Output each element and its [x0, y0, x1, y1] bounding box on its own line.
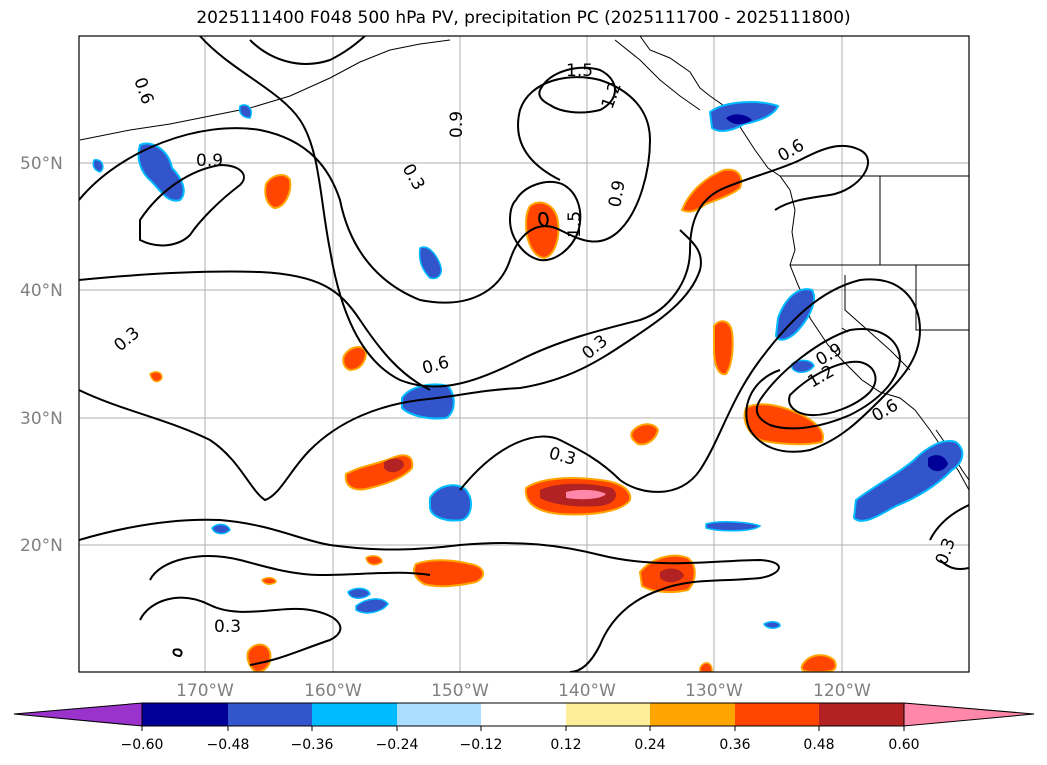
colorbar-extend-low [13, 702, 143, 727]
contour-label: 0.3 [214, 617, 241, 637]
lon-label: 130°W [685, 681, 743, 701]
colorbar-tick-label: −0.24 [376, 737, 419, 753]
colorbar-swatch [228, 703, 312, 726]
colorbar-tick-label: −0.48 [207, 737, 250, 753]
colorbar-swatch [566, 703, 650, 726]
lat-label: 50°N [20, 154, 63, 174]
contour-label: 1.5 [566, 61, 593, 81]
colorbar-tick-label: −0.36 [291, 737, 334, 753]
map-area [79, 36, 969, 672]
colorbar-tick-label: 0.36 [719, 737, 750, 753]
chart-title: 2025111400 F048 500 hPa PV, precipitatio… [196, 8, 851, 28]
contour-label: 0.9 [605, 179, 629, 209]
colorbar-tick-label: −0.12 [460, 737, 503, 753]
colorbar-swatch [397, 703, 481, 726]
contour-label: 0.9 [196, 151, 223, 171]
colorbar-tick-label: 0.24 [634, 737, 665, 753]
colorbar-tick-label: −0.60 [121, 737, 164, 753]
colorbar-swatch [142, 703, 228, 726]
lon-label: 150°W [431, 681, 489, 701]
colorbar: −0.60 −0.48 −0.36 −0.24 −0.12 0.12 0.24 … [13, 702, 1035, 753]
pv-contours [79, 36, 969, 672]
lon-label: 120°W [813, 681, 871, 701]
colorbar-swatch [312, 703, 397, 726]
colorbar-swatch [819, 703, 904, 726]
graticule [79, 36, 969, 672]
colorbar-frame [141, 702, 905, 727]
lat-labels: 50°N 40°N 30°N 20°N [20, 154, 63, 556]
lon-label: 160°W [304, 681, 362, 701]
colorbar-extend-high [903, 702, 1035, 727]
contour-label: 0.9 [447, 111, 467, 138]
lat-label: 20°N [20, 536, 63, 556]
lon-label: 170°W [176, 681, 234, 701]
lon-label: 140°W [558, 681, 616, 701]
lat-label: 40°N [20, 281, 63, 301]
colorbar-tick-label: 0.12 [550, 737, 581, 753]
lat-label: 30°N [20, 409, 63, 429]
colorbar-swatch [650, 703, 735, 726]
map-frame [78, 35, 970, 673]
colorbar-tick-label: 0.48 [803, 737, 834, 753]
precip-shading [92, 101, 964, 672]
lon-labels: 170°W 160°W 150°W 140°W 130°W 120°W [176, 681, 871, 701]
colorbar-tick-label: 0.60 [888, 737, 919, 753]
colorbar-swatch [481, 703, 566, 726]
contour-label: 1.5 [565, 211, 585, 238]
colorbar-swatch [735, 703, 819, 726]
